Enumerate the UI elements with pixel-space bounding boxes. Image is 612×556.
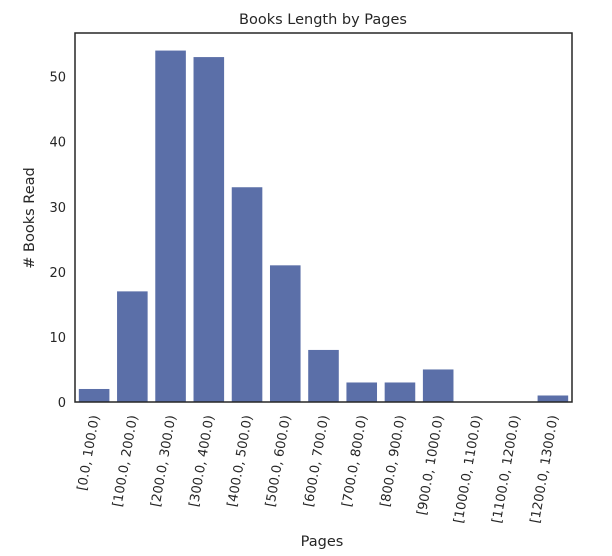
bar-12 bbox=[537, 395, 569, 402]
x-tick-label: [1200.0, 1300.0) bbox=[528, 414, 562, 524]
x-axis-label: Pages bbox=[301, 534, 344, 550]
y-tick-label: 40 bbox=[49, 136, 66, 151]
bar-9 bbox=[422, 369, 454, 402]
bar-6 bbox=[308, 349, 339, 402]
x-tick-label: [1000.0, 1100.0) bbox=[452, 414, 486, 524]
bar-8 bbox=[384, 382, 416, 402]
bar-4 bbox=[231, 187, 263, 402]
x-tick-label: [200.0, 300.0) bbox=[149, 414, 180, 508]
x-tick-label: [800.0, 900.0) bbox=[378, 414, 409, 508]
bar-0 bbox=[78, 388, 110, 402]
x-tick-label: [900.0, 1000.0) bbox=[415, 414, 447, 516]
x-tick-label: [600.0, 700.0) bbox=[302, 414, 333, 508]
x-tick-label: [700.0, 800.0) bbox=[340, 414, 371, 508]
bar-7 bbox=[346, 382, 378, 402]
chart-title: Books Length by Pages bbox=[239, 12, 407, 28]
y-tick-label: 50 bbox=[49, 71, 66, 86]
bar-2 bbox=[155, 50, 186, 402]
y-tick-label: 20 bbox=[49, 266, 66, 281]
bar-5 bbox=[269, 265, 301, 402]
x-tick-label: [500.0, 600.0) bbox=[263, 414, 294, 508]
y-axis-label: # Books Read bbox=[22, 167, 38, 268]
y-tick-label: 0 bbox=[58, 396, 66, 411]
x-tick-label: [0.0, 100.0) bbox=[75, 414, 103, 492]
x-tick-label: [100.0, 200.0) bbox=[110, 414, 141, 508]
y-tick-label: 10 bbox=[49, 331, 66, 346]
x-tick-label: [400.0, 500.0) bbox=[225, 414, 256, 508]
x-tick-label: [1100.0, 1200.0) bbox=[490, 414, 524, 524]
bar-3 bbox=[193, 57, 225, 402]
x-tick-label: [300.0, 400.0) bbox=[187, 414, 218, 508]
y-axis-ticks: 0 10 20 30 40 50 bbox=[49, 71, 66, 411]
bars-group bbox=[78, 50, 569, 402]
plot-frame bbox=[74, 32, 573, 403]
y-tick-label: 30 bbox=[49, 201, 66, 216]
bar-1 bbox=[117, 291, 148, 402]
x-axis-ticks: [0.0, 100.0) [100.0, 200.0) [200.0, 300.0)… bbox=[75, 414, 562, 524]
